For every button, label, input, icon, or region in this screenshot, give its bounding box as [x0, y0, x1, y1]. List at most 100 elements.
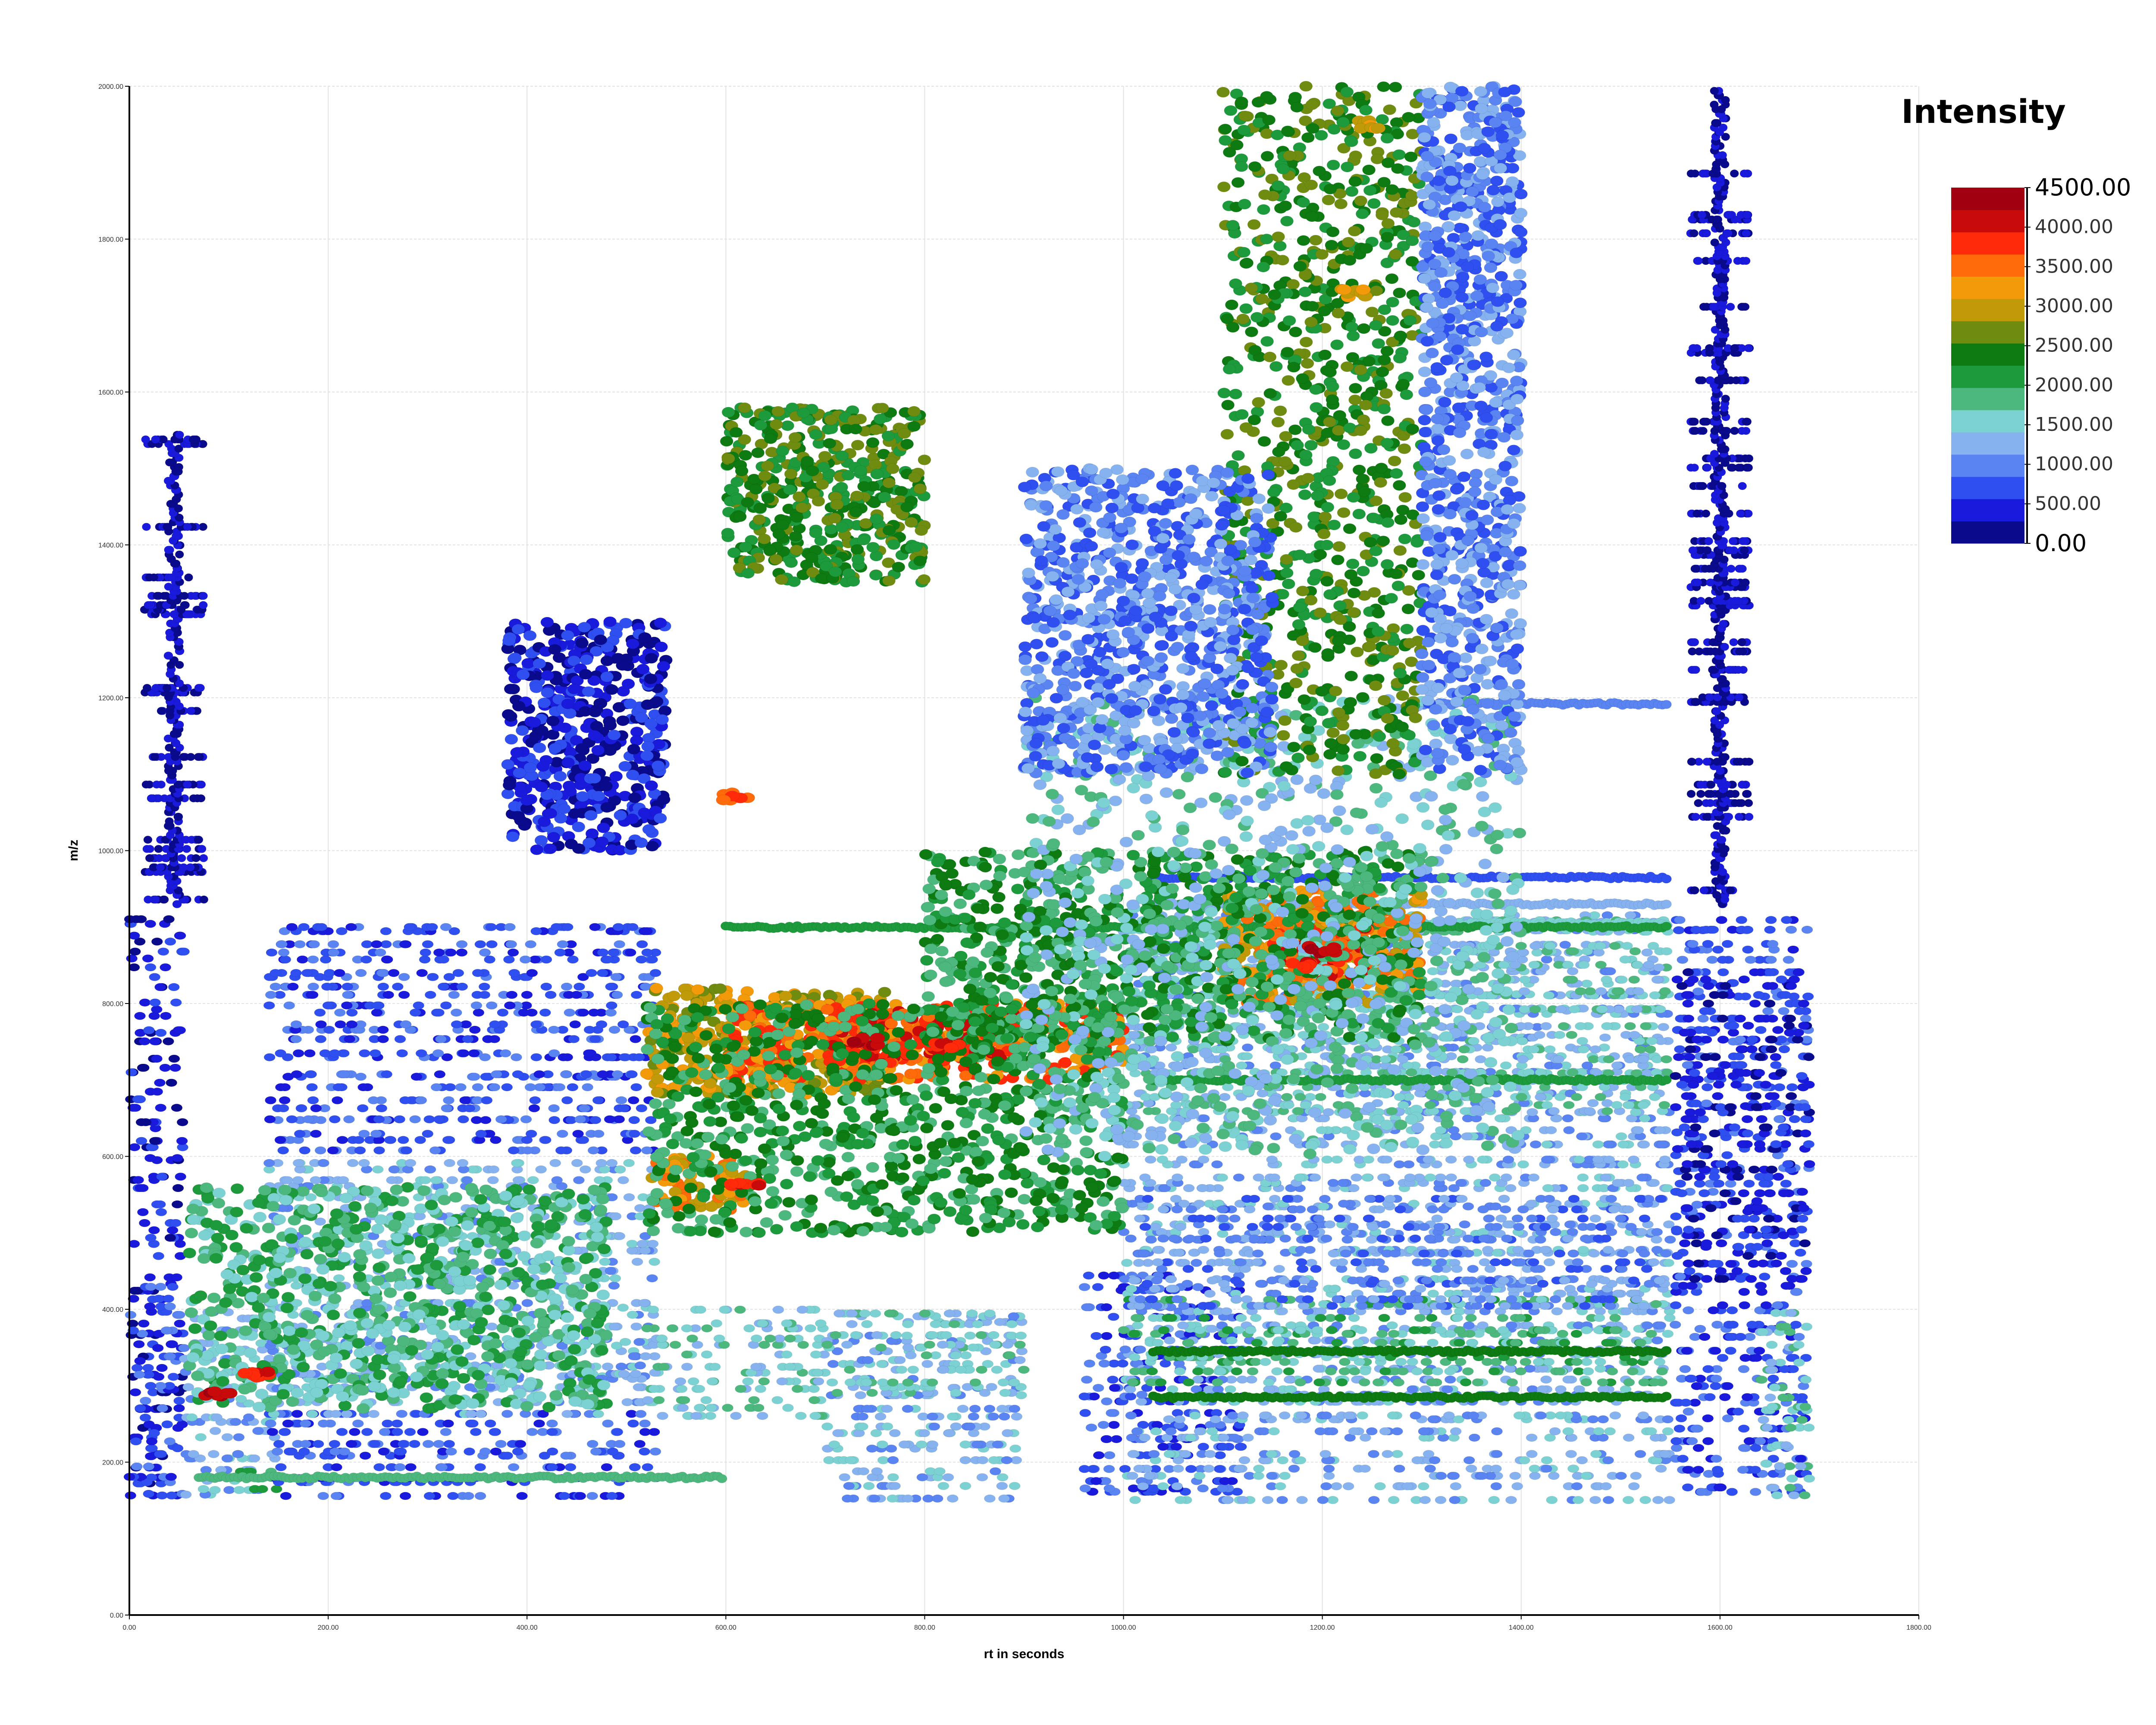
- data-point: [1502, 1155, 1514, 1164]
- data-point: [930, 1320, 942, 1328]
- data-point: [370, 1129, 382, 1138]
- data-point: [986, 1383, 997, 1391]
- data-point: [416, 969, 428, 977]
- data-point: [1465, 1465, 1477, 1473]
- data-point: [143, 1026, 155, 1035]
- data-point: [489, 1035, 501, 1043]
- data-point: [1565, 1450, 1577, 1458]
- data-point: [1655, 1465, 1667, 1473]
- data-point: [173, 1404, 185, 1412]
- data-point: [628, 1116, 640, 1124]
- data-point: [1648, 1378, 1661, 1386]
- data-point: [151, 937, 163, 946]
- data-point: [132, 1286, 144, 1295]
- data-point: [676, 1385, 688, 1393]
- data-point: [608, 1281, 620, 1290]
- data-point: [1494, 1114, 1506, 1123]
- data-point: [551, 923, 562, 932]
- data-point: [398, 991, 410, 999]
- data-point: [279, 1096, 291, 1104]
- data-point: [1404, 1173, 1416, 1182]
- data-point: [462, 1492, 474, 1500]
- data-point: [574, 1492, 586, 1500]
- data-point: [176, 1118, 188, 1126]
- data-point: [371, 1008, 383, 1017]
- data-point: [648, 1385, 660, 1393]
- data-point: [1125, 1411, 1137, 1420]
- data-point: [165, 1473, 177, 1481]
- data-point: [1163, 1415, 1175, 1424]
- data-point: [306, 1410, 318, 1418]
- data-point: [333, 1274, 345, 1283]
- data-point: [1321, 1155, 1333, 1164]
- data-point: [1166, 1284, 1178, 1293]
- data-point: [468, 1073, 480, 1081]
- data-point: [516, 1492, 528, 1500]
- data-point: [1125, 1284, 1138, 1293]
- data-point: [1435, 1496, 1447, 1504]
- data-point: [1108, 1421, 1120, 1429]
- data-point: [627, 1096, 639, 1104]
- data-point: [419, 1176, 431, 1185]
- data-point: [743, 1324, 755, 1333]
- data-point: [907, 1365, 919, 1374]
- data-point: [344, 1035, 356, 1043]
- data-point: [554, 1083, 566, 1091]
- data-point: [1529, 1465, 1541, 1473]
- data-point: [902, 1343, 914, 1352]
- data-point: [812, 1368, 824, 1377]
- data-point: [171, 1200, 183, 1209]
- data-point: [465, 1410, 477, 1418]
- data-point: [345, 923, 357, 932]
- data-point: [276, 940, 288, 949]
- data-point: [172, 1444, 184, 1452]
- data-point: [1664, 1496, 1675, 1504]
- data-point: [1284, 1385, 1296, 1394]
- data-point: [1216, 1173, 1228, 1182]
- data-point: [611, 991, 623, 999]
- data-point: [377, 1026, 389, 1034]
- data-point: [1106, 1409, 1118, 1417]
- data-point: [438, 955, 450, 964]
- data-point: [1107, 1313, 1119, 1321]
- data-point: [693, 1404, 705, 1412]
- data-point: [138, 1037, 150, 1046]
- data-point: [506, 991, 518, 999]
- data-point: [617, 1303, 629, 1312]
- data-point: [328, 948, 340, 957]
- data-point: [332, 1083, 345, 1091]
- data-point: [292, 1159, 304, 1167]
- data-point: [621, 1398, 633, 1406]
- data-point: [486, 1001, 498, 1010]
- data-point: [931, 1494, 943, 1503]
- data-point: [525, 1129, 537, 1138]
- data-point: [1368, 1496, 1380, 1504]
- data-point: [457, 1159, 469, 1167]
- data-point: [857, 1412, 869, 1421]
- data-point: [987, 1331, 1000, 1339]
- data-point: [430, 1176, 442, 1185]
- data-point: [346, 1008, 358, 1017]
- data-point: [755, 1385, 767, 1393]
- data-point: [984, 1494, 996, 1503]
- data-point: [333, 969, 345, 977]
- data-point: [443, 1440, 455, 1448]
- data-point: [394, 1035, 406, 1043]
- data-point: [470, 1428, 482, 1436]
- data-point: [134, 1357, 146, 1365]
- data-point: [1615, 1132, 1627, 1141]
- data-point: [540, 955, 552, 964]
- data-point: [160, 1326, 172, 1335]
- data-point: [846, 1309, 858, 1318]
- data-point: [626, 1246, 638, 1255]
- data-point: [1541, 1140, 1553, 1149]
- data-point: [144, 1273, 156, 1282]
- data-point: [602, 1362, 614, 1371]
- data-point: [1241, 1052, 1253, 1060]
- data-point: [1410, 1411, 1422, 1420]
- data-point: [443, 1096, 454, 1104]
- data-point: [526, 1008, 538, 1017]
- data-point: [149, 1137, 161, 1145]
- data-point: [354, 1146, 366, 1155]
- data-point: [1564, 1284, 1576, 1293]
